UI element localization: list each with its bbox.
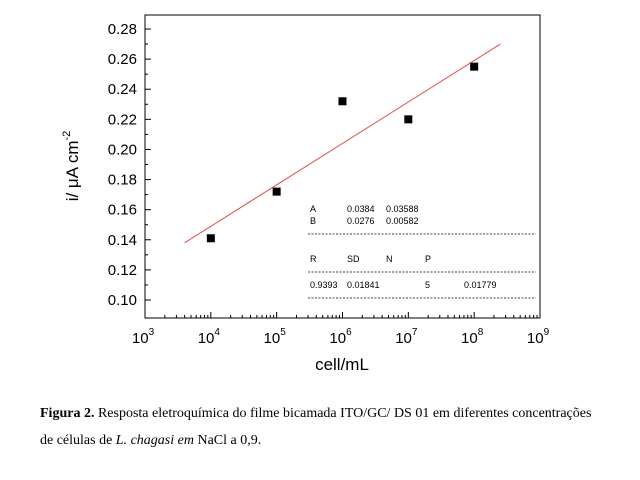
fit-line xyxy=(184,43,501,244)
data-point xyxy=(470,62,479,71)
stats-header-r: R xyxy=(310,254,317,264)
stats-header-p: P xyxy=(425,254,431,264)
stats-table: A 0.0384 0.03588 B 0.0276 0.00582 R SD N… xyxy=(308,204,536,299)
y-tick-label: 0.16 xyxy=(108,202,137,219)
x-axis-label: cell/mL xyxy=(315,355,369,374)
y-tick-label: 0.24 xyxy=(108,81,137,98)
stats-b-value: 0.0276 xyxy=(347,216,375,226)
stats-a-value: 0.0384 xyxy=(347,204,375,214)
caption-text: Resposta eletroquímica do filme bicamada… xyxy=(40,406,592,448)
stats-value-r: 0.9393 xyxy=(310,280,338,290)
y-tick-label: 0.12 xyxy=(108,262,137,279)
caption-species: L. chagasi em xyxy=(115,433,194,448)
stats-b-label: B xyxy=(310,216,316,226)
stats-value-sd: 0.01841 xyxy=(347,280,380,290)
x-tick-label: 105 xyxy=(264,327,287,347)
y-tick-label: 0.26 xyxy=(108,51,137,68)
stats-value-n: 5 xyxy=(425,280,430,290)
y-tick-label: 0.22 xyxy=(108,111,137,128)
plot-frame xyxy=(144,14,541,319)
stats-a-label: A xyxy=(310,204,316,214)
stats-header-sd: SD xyxy=(347,254,360,264)
x-tick-label: 108 xyxy=(461,327,484,347)
y-tick-label: 0.14 xyxy=(108,232,137,249)
stats-a-error: 0.03588 xyxy=(386,204,419,214)
y-tick-label: 0.20 xyxy=(108,141,137,158)
caption-label: Figura 2. xyxy=(40,406,95,421)
stats-b-error: 0.00582 xyxy=(386,216,419,226)
y-axis-label: i/ μA cm-2 xyxy=(61,131,82,202)
x-axis-ticks: 103 104 105 106 107 108 109 xyxy=(132,312,550,347)
y-tick-label: 0.28 xyxy=(108,21,137,38)
x-tick-label: 106 xyxy=(329,327,352,347)
data-point xyxy=(206,234,215,243)
data-point xyxy=(404,115,413,124)
caption-text-end: NaCl a 0,9. xyxy=(193,433,262,448)
y-tick-label: 0.18 xyxy=(108,172,137,189)
data-points xyxy=(206,62,479,243)
chart: 0.10 0.12 0.14 0.16 0.18 0.20 0.22 0.24 0.26 0.28… xyxy=(61,14,550,374)
y-axis-ticks: 0.10 0.12 0.14 0.16 0.18 0.20 0.22 0.24 0.26 0.28 xyxy=(108,21,151,309)
x-tick-label: 104 xyxy=(198,327,221,347)
data-point xyxy=(272,187,281,196)
x-tick-label: 107 xyxy=(395,327,418,347)
x-tick-label: 109 xyxy=(527,327,550,347)
stats-value-p: 0.01779 xyxy=(464,280,497,290)
x-tick-label: 103 xyxy=(132,327,155,347)
y-tick-label: 0.10 xyxy=(108,292,137,309)
figure-caption: Figura 2. Resposta eletroquímica do film… xyxy=(40,400,600,454)
stats-header-n: N xyxy=(386,254,393,264)
data-point xyxy=(338,97,347,106)
